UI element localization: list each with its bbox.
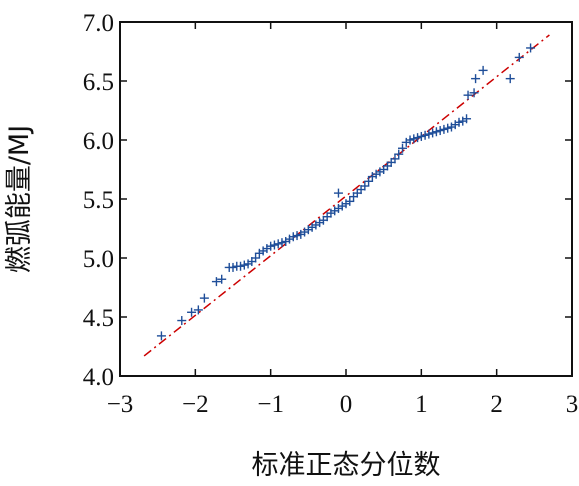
data-point — [409, 134, 419, 144]
data-point — [463, 90, 473, 100]
data-point — [416, 131, 426, 141]
data-point — [454, 117, 464, 127]
data-point — [217, 274, 227, 284]
data-point — [273, 239, 283, 249]
data-point — [435, 126, 445, 136]
data-point — [505, 74, 515, 84]
x-axis-title: 标准正态分位数 — [252, 450, 441, 481]
data-point — [345, 196, 355, 206]
data-point — [398, 143, 407, 153]
x-tick-label: 3 — [566, 391, 579, 418]
y-axis-title: 燃弧能量/MJ — [4, 125, 35, 273]
data-point — [228, 262, 238, 272]
data-point — [187, 307, 197, 317]
data-point — [193, 305, 203, 315]
data-point — [251, 253, 261, 263]
data-point — [269, 240, 279, 250]
reference-line — [143, 34, 550, 357]
data-point — [266, 241, 276, 251]
data-point — [478, 65, 488, 75]
data-point — [177, 316, 187, 326]
data-point — [211, 277, 221, 287]
x-tick-label: −2 — [182, 391, 209, 418]
y-tick-label: 7.0 — [83, 10, 114, 37]
y-tick-label: 4.0 — [83, 364, 114, 391]
data-point — [413, 133, 423, 143]
data-point — [420, 130, 430, 140]
y-ticks — [120, 21, 572, 377]
data-point — [288, 232, 298, 242]
data-point — [390, 154, 400, 164]
x-tick-label: 1 — [415, 391, 428, 418]
x-tick-labels: −3 −2 −1 0 1 2 3 — [107, 391, 579, 418]
y-tick-label: 6.0 — [83, 128, 114, 155]
data-point — [431, 127, 441, 137]
data-point — [239, 260, 249, 270]
x-tick-label: 0 — [340, 391, 353, 418]
data-point — [333, 188, 343, 198]
data-point — [443, 123, 453, 133]
x-tick-label: 2 — [490, 391, 503, 418]
data-point — [156, 331, 166, 341]
y-tick-labels: 4.0 4.5 5.0 5.5 6.0 6.5 7.0 — [83, 10, 114, 391]
data-point — [360, 181, 370, 191]
x-ticks — [119, 22, 573, 376]
data-point — [462, 114, 472, 124]
data-point — [236, 261, 246, 271]
y-tick-label: 4.5 — [83, 305, 114, 332]
data-point — [394, 149, 404, 159]
data-point — [405, 135, 415, 145]
x-tick-label: −1 — [257, 391, 284, 418]
y-tick-label: 6.5 — [83, 69, 114, 96]
y-tick-label: 5.5 — [83, 187, 114, 214]
data-point — [364, 176, 374, 186]
y-tick-label: 5.0 — [83, 246, 114, 273]
data-point — [292, 231, 302, 241]
data-point — [469, 88, 479, 98]
data-point — [277, 238, 287, 248]
data-point — [526, 43, 536, 53]
data-point — [199, 293, 209, 303]
data-point — [439, 124, 449, 134]
data-point — [471, 74, 481, 84]
x-tick-label: −3 — [107, 391, 134, 418]
series-layer — [143, 34, 550, 357]
plot-frame — [119, 21, 573, 377]
data-point — [424, 129, 434, 139]
data-point — [428, 128, 438, 138]
data-point — [514, 52, 524, 62]
